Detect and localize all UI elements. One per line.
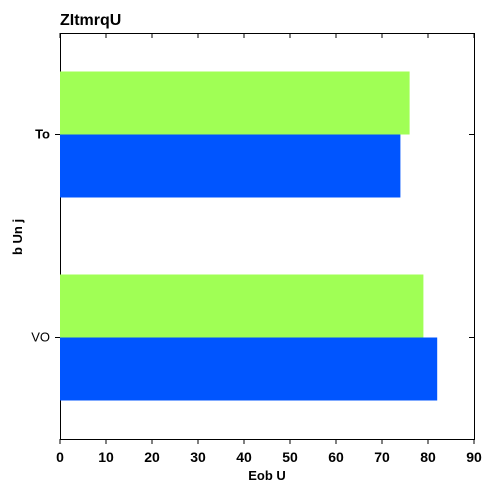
bar-to-series-2: [60, 71, 410, 135]
x-axis: 0 10 20 30 40 50 60 70 80 90: [56, 33, 482, 465]
x-tick-label-90: 90: [466, 449, 482, 465]
y-axis-title: b Un j: [10, 219, 25, 255]
x-tick-label-80: 80: [420, 449, 436, 465]
x-tick-label-20: 20: [144, 449, 160, 465]
x-tick-label-0: 0: [56, 449, 64, 465]
y-tick-label-vo: VO: [31, 330, 50, 345]
bar-to-series-1: [60, 134, 401, 198]
y-axis: VO To: [31, 127, 474, 345]
plot-frame: [60, 33, 475, 440]
x-tick-label-50: 50: [282, 449, 298, 465]
x-tick-label-10: 10: [98, 449, 114, 465]
x-tick-label-60: 60: [328, 449, 344, 465]
x-tick-label-30: 30: [190, 449, 206, 465]
chart-title: ZItmrqU: [60, 12, 121, 29]
bar-vo-series-2: [60, 274, 424, 338]
bars-group: [60, 71, 438, 401]
x-axis-title: Eob U: [248, 468, 286, 483]
y-tick-label-to: To: [35, 127, 50, 142]
bar-vo-series-1: [60, 337, 438, 401]
x-tick-label-70: 70: [374, 449, 390, 465]
x-tick-label-40: 40: [236, 449, 252, 465]
